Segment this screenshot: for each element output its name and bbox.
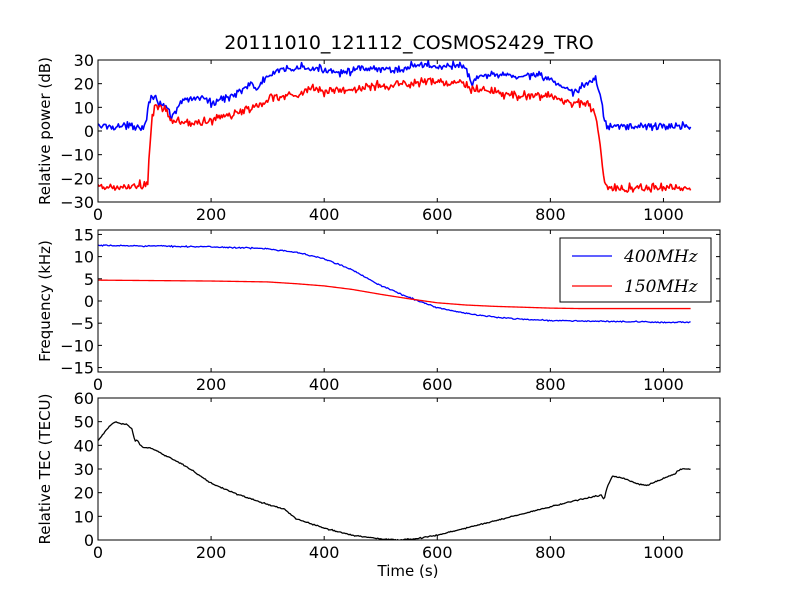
y-tick-label: 20 [74, 484, 94, 503]
x-tick-label: 0 [93, 543, 103, 562]
y-tick-label: 30 [74, 460, 94, 479]
x-tick-label: 400 [309, 543, 340, 562]
y-axis-label: Relative power (dB) [36, 57, 54, 205]
y-tick-label: −20 [60, 169, 94, 188]
x-tick-label: 0 [93, 205, 103, 224]
series-line-blue [98, 60, 692, 132]
x-tick-label: 400 [309, 375, 340, 394]
x-tick-label: 200 [196, 205, 227, 224]
series-line-150mhz [98, 279, 691, 310]
y-tick-label: 40 [74, 436, 94, 455]
x-tick-label: 600 [422, 375, 453, 394]
axes-frame [97, 59, 721, 203]
y-tick-label: −5 [70, 314, 94, 333]
legend-label: 150MHz [624, 277, 699, 297]
x-tick-label: 800 [535, 543, 566, 562]
y-tick-label: 10 [74, 507, 94, 526]
x-tick-label: 600 [422, 205, 453, 224]
y-tick-label: −10 [60, 146, 94, 165]
panel-1: 0 200 400 600 800 1000 −30 −20 −10 0 10 20 30 Relativ… [36, 51, 721, 224]
y-tick-label: 15 [74, 225, 94, 244]
y-tick-label: 20 [74, 75, 94, 94]
series-line-black [98, 421, 691, 540]
y-tick-label: −10 [60, 336, 94, 355]
y-axis-label: Frequency (kHz) [36, 240, 54, 362]
y-tick-label: 10 [74, 98, 94, 117]
y-axis-label: Relative TEC (TECU) [36, 394, 54, 545]
x-tick-label: 1000 [643, 543, 684, 562]
y-tick-label: −30 [60, 193, 94, 212]
series-line-400mhz [98, 244, 691, 324]
x-tick-label: 1000 [643, 205, 684, 224]
y-tick-label: 10 [74, 248, 94, 267]
legend-label: 400MHz [623, 247, 699, 267]
y-tick-label: 60 [74, 389, 94, 408]
x-axis-label: Time (s) [377, 562, 439, 580]
x-tick-label: 600 [422, 543, 453, 562]
y-tick-label: 30 [74, 51, 94, 70]
x-tick-label: 1000 [643, 375, 684, 394]
panel-3: 0 200 400 600 800 1000 0 10 20 30 40 50 60 Relative T… [36, 389, 721, 580]
x-tick-label: 800 [535, 375, 566, 394]
y-tick-label: 50 [74, 413, 94, 432]
y-tick-label: 0 [84, 122, 94, 141]
x-tick-label: 200 [196, 375, 227, 394]
legend-box [559, 237, 712, 303]
panel-2: 0 200 400 600 800 1000 −15 −10 −5 0 5 10 15 Frequency… [36, 225, 721, 394]
y-tick-label: 0 [84, 292, 94, 311]
y-tick-label: 0 [84, 531, 94, 550]
series-line-red [98, 77, 692, 193]
legend: 400MHz 150MHz [559, 237, 712, 303]
axes-frame [97, 397, 721, 541]
x-tick-label: 200 [196, 543, 227, 562]
x-tick-label: 400 [309, 205, 340, 224]
x-tick-label: 0 [93, 375, 103, 394]
figure-title: 20111010_121112_COSMOS2429_TRO [224, 32, 594, 54]
x-tick-label: 800 [535, 205, 566, 224]
y-tick-label: 5 [84, 270, 94, 289]
y-tick-label: −15 [60, 359, 94, 378]
